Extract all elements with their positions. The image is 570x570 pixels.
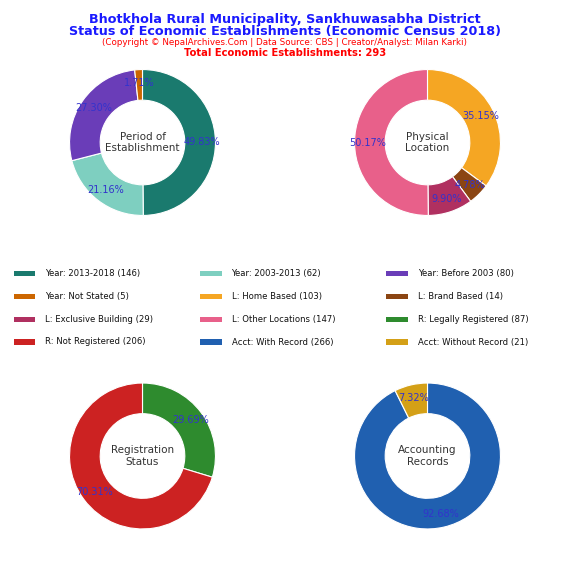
Text: L: Brand Based (14): L: Brand Based (14) xyxy=(418,292,503,301)
Text: 35.15%: 35.15% xyxy=(462,111,499,121)
FancyBboxPatch shape xyxy=(14,317,35,321)
Text: Year: 2003-2013 (62): Year: 2003-2013 (62) xyxy=(231,269,321,278)
FancyBboxPatch shape xyxy=(386,340,408,344)
Text: Year: 2013-2018 (146): Year: 2013-2018 (146) xyxy=(46,269,140,278)
Text: R: Not Registered (206): R: Not Registered (206) xyxy=(46,337,146,347)
FancyBboxPatch shape xyxy=(200,271,222,276)
Wedge shape xyxy=(355,70,428,215)
Text: Status of Economic Establishments (Economic Census 2018): Status of Economic Establishments (Econo… xyxy=(69,25,501,38)
Wedge shape xyxy=(142,70,215,215)
Text: Total Economic Establishments: 293: Total Economic Establishments: 293 xyxy=(184,48,386,58)
Text: Physical
Location: Physical Location xyxy=(405,132,450,153)
Text: 9.90%: 9.90% xyxy=(431,194,462,204)
Wedge shape xyxy=(142,383,215,477)
Text: 27.30%: 27.30% xyxy=(75,103,112,113)
Text: L: Other Locations (147): L: Other Locations (147) xyxy=(231,315,335,324)
Text: L: Home Based (103): L: Home Based (103) xyxy=(231,292,321,301)
Text: Year: Before 2003 (80): Year: Before 2003 (80) xyxy=(418,269,514,278)
Wedge shape xyxy=(135,70,142,100)
Text: Bhotkhola Rural Municipality, Sankhuwasabha District: Bhotkhola Rural Municipality, Sankhuwasa… xyxy=(89,13,481,26)
Text: Period of
Establishment: Period of Establishment xyxy=(105,132,180,153)
Text: L: Exclusive Building (29): L: Exclusive Building (29) xyxy=(46,315,153,324)
Text: 21.16%: 21.16% xyxy=(88,185,124,195)
FancyBboxPatch shape xyxy=(14,294,35,299)
Text: 49.83%: 49.83% xyxy=(184,137,221,147)
Text: 7.32%: 7.32% xyxy=(398,393,429,403)
Text: 70.31%: 70.31% xyxy=(76,487,113,496)
Wedge shape xyxy=(453,168,486,201)
FancyBboxPatch shape xyxy=(386,317,408,321)
Text: Accounting
Records: Accounting Records xyxy=(398,445,457,467)
Text: R: Legally Registered (87): R: Legally Registered (87) xyxy=(418,315,528,324)
Text: 50.17%: 50.17% xyxy=(349,138,386,148)
Wedge shape xyxy=(70,70,138,161)
Wedge shape xyxy=(72,153,143,215)
Text: Acct: With Record (266): Acct: With Record (266) xyxy=(231,337,333,347)
FancyBboxPatch shape xyxy=(200,317,222,321)
FancyBboxPatch shape xyxy=(14,340,35,344)
Text: 92.68%: 92.68% xyxy=(423,509,459,519)
Wedge shape xyxy=(70,383,212,529)
FancyBboxPatch shape xyxy=(386,294,408,299)
Wedge shape xyxy=(428,177,471,215)
Text: Acct: Without Record (21): Acct: Without Record (21) xyxy=(418,337,528,347)
Text: Year: Not Stated (5): Year: Not Stated (5) xyxy=(46,292,129,301)
Text: Registration
Status: Registration Status xyxy=(111,445,174,467)
Text: 29.69%: 29.69% xyxy=(172,416,209,425)
Text: 4.78%: 4.78% xyxy=(454,180,485,190)
Wedge shape xyxy=(355,383,500,529)
Text: (Copyright © NepalArchives.Com | Data Source: CBS | Creator/Analyst: Milan Karki: (Copyright © NepalArchives.Com | Data So… xyxy=(103,38,467,47)
Wedge shape xyxy=(428,70,500,186)
FancyBboxPatch shape xyxy=(200,340,222,344)
FancyBboxPatch shape xyxy=(386,271,408,276)
FancyBboxPatch shape xyxy=(14,271,35,276)
Wedge shape xyxy=(395,383,428,418)
Text: 1.71%: 1.71% xyxy=(124,78,154,88)
FancyBboxPatch shape xyxy=(200,294,222,299)
